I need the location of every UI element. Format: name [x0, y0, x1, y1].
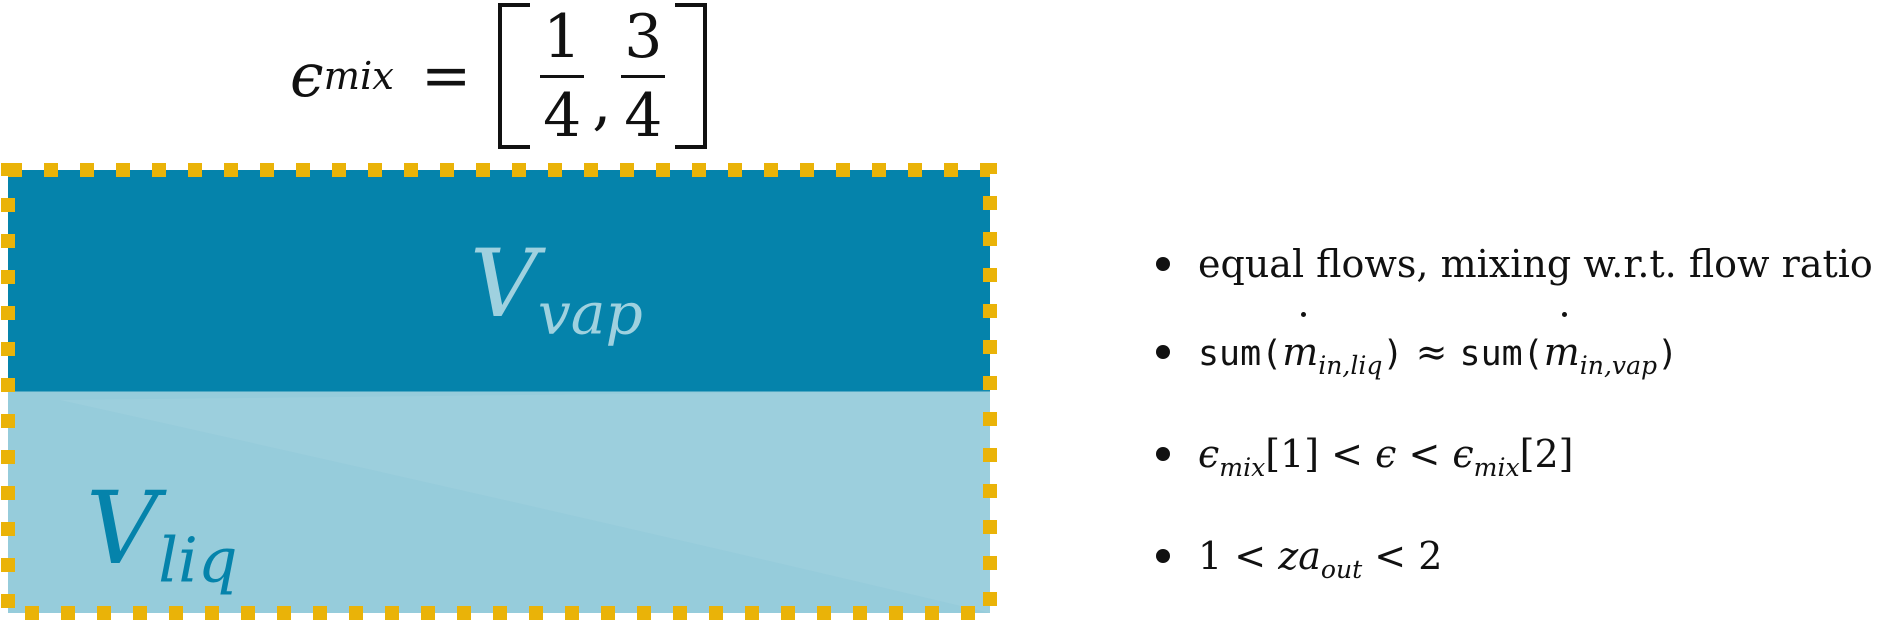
epsilon-symbol: ϵ [1375, 431, 1397, 476]
epsilon-symbol: ϵ [290, 41, 324, 111]
index-two: [2] [1519, 431, 1574, 476]
liquid-label-main: V [86, 470, 159, 587]
mdot-subscript-liq: in,liq [1318, 350, 1383, 380]
epsilon-mix-formula: ϵ mix = 1 4 , 3 4 [290, 0, 708, 152]
za-variable: za [1278, 533, 1321, 578]
epsilon-subscript: mix [1219, 452, 1266, 482]
sum-function: sum( [1459, 334, 1544, 374]
liquid-sheen [60, 390, 990, 613]
equals-sign: = [420, 41, 472, 111]
vapor-label-main: V [470, 230, 538, 339]
sum-close-paren: ) [1382, 334, 1404, 374]
fraction-one-quarter: 1 4 [540, 1, 585, 151]
vapor-label-sub: vap [537, 279, 643, 348]
fraction-denominator: 4 [543, 80, 582, 151]
mdot-symbol: m [1544, 308, 1580, 396]
approx-sign: ≈ [1403, 330, 1460, 374]
lower-bound: 1 [1198, 533, 1223, 578]
epsilon-symbol: ϵ [1198, 431, 1220, 476]
vessel-dashed-border [1, 163, 997, 620]
left-bracket [498, 3, 531, 149]
condition-list: equal flows, mixing w.r.t. flow ratio su… [1150, 220, 1873, 613]
fraction-bar [621, 74, 666, 78]
fraction-numerator: 1 [543, 1, 582, 72]
less-than-sign: < [1396, 431, 1453, 476]
liquid-label-sub: liq [158, 523, 238, 597]
bullet-za-out-range: 1 < zaout < 2 [1150, 512, 1873, 614]
bullet-mass-flow-sum: sum(min,liq) ≈ sum(min,vap) [1150, 308, 1873, 410]
za-subscript: out [1320, 554, 1363, 584]
liquid-region [8, 391, 990, 613]
epsilon-symbol: ϵ [1452, 431, 1474, 476]
upper-bound: 2 [1418, 533, 1443, 578]
index-one: [1] [1265, 431, 1320, 476]
fraction-denominator: 4 [624, 80, 663, 151]
comma: , [592, 68, 612, 138]
vapor-region [8, 170, 990, 392]
right-bracket [675, 3, 708, 149]
epsilon-subscript: mix [323, 53, 394, 99]
fraction-bar [540, 74, 585, 78]
bullet-text: equal flows, mixing w.r.t. flow ratio [1198, 242, 1873, 286]
epsilon-subscript: mix [1473, 452, 1520, 482]
sum-function: sum( [1198, 334, 1283, 374]
bullet-epsilon-range: ϵmix[1] < ϵ < ϵmix[2] [1150, 410, 1873, 512]
fraction-three-quarters: 3 4 [621, 1, 666, 151]
liquid-volume-label: Vliq [86, 470, 238, 597]
bullet-equal-flows: equal flows, mixing w.r.t. flow ratio [1150, 220, 1873, 308]
mdot-symbol: m [1282, 308, 1318, 396]
less-than-sign: < [1222, 533, 1279, 578]
vessel-diagram [1, 163, 997, 620]
sum-close-paren: ) [1657, 334, 1679, 374]
vapor-volume-label: Vvap [470, 230, 643, 347]
fraction-numerator: 3 [624, 1, 663, 72]
less-than-sign: < [1362, 533, 1419, 578]
less-than-sign: < [1319, 431, 1376, 476]
mdot-subscript-vap: in,vap [1579, 350, 1658, 380]
